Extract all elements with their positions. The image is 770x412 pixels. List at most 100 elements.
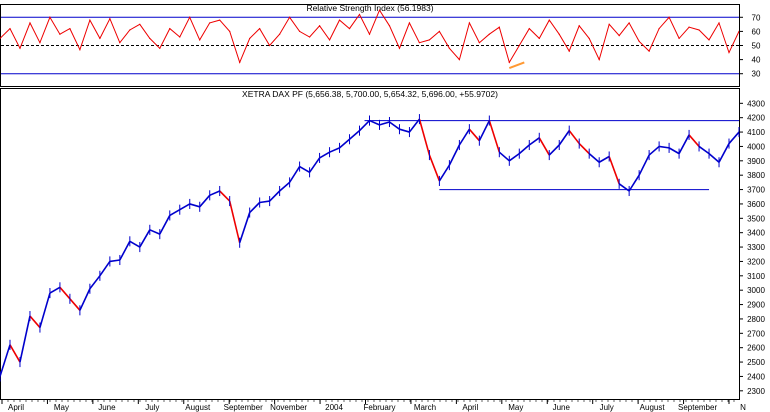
- price-y-tick-label: 2500: [747, 358, 765, 367]
- rsi-point: [269, 44, 271, 47]
- price-y-tick-label: 2400: [747, 372, 765, 381]
- rsi-point: [548, 19, 550, 21]
- price-segment: [518, 144, 530, 155]
- price-segment: [608, 156, 620, 185]
- rsi-point: [149, 37, 151, 40]
- price-segment: [428, 154, 441, 182]
- price-segment: [468, 128, 480, 142]
- price-segment: [259, 200, 270, 204]
- rsi-reference-lines: [1, 16, 739, 75]
- price-segment: [558, 130, 570, 146]
- price-reference-lines: [364, 120, 739, 191]
- rsi-point: [608, 23, 610, 25]
- rsi-point: [358, 13, 361, 16]
- x-tick-label: April: [462, 403, 478, 412]
- x-tick-label: June: [553, 403, 571, 412]
- rsi-point: [328, 39, 331, 41]
- price-y-tick-label: 3500: [747, 214, 765, 223]
- price-segment: [498, 151, 510, 162]
- price-segment: [269, 190, 281, 202]
- price-segment: [658, 145, 670, 149]
- rsi-point: [458, 59, 460, 61]
- rsi-point: [428, 39, 431, 41]
- price-segment: [628, 174, 640, 192]
- rsi-point: [229, 30, 231, 32]
- price-segment: [109, 259, 120, 263]
- rsi-point: [468, 22, 470, 24]
- price-y-tick-label: 4100: [747, 128, 765, 137]
- price-segment: [369, 119, 380, 126]
- rsi-point: [298, 30, 301, 32]
- price-y-tick-label: 2600: [747, 344, 765, 353]
- rsi-point: [438, 30, 441, 32]
- price-segment: [308, 157, 321, 173]
- x-tick-label: July: [145, 403, 159, 412]
- rsi-point: [408, 22, 411, 24]
- price-segment: [548, 144, 560, 156]
- rsi-point: [308, 36, 311, 38]
- rsi-point: [688, 26, 690, 28]
- price-segment: [299, 165, 310, 174]
- price-segment: [508, 152, 520, 162]
- rsi-point: [338, 19, 341, 21]
- rsi-point: [159, 47, 161, 49]
- price-segment: [358, 119, 371, 132]
- price-segment: [79, 288, 91, 311]
- price-segment: [209, 190, 221, 197]
- price-y-tick-label: 3400: [747, 229, 765, 238]
- rsi-y-axis: 30 40 50 60 70: [739, 13, 761, 79]
- price-segment: [389, 121, 400, 130]
- rsi-point: [638, 40, 640, 42]
- x-tick-label: May: [508, 403, 523, 412]
- price-segment: [408, 118, 421, 133]
- rsi-point: [698, 29, 700, 31]
- rsi-point: [398, 47, 401, 49]
- price-y-tick-label: 4200: [747, 114, 765, 123]
- rsi-point: [718, 22, 720, 24]
- price-segment: [288, 166, 301, 183]
- price-segment: [319, 151, 330, 159]
- price-segment: [199, 194, 211, 208]
- rsi-point: [69, 27, 71, 30]
- rsi-point: [99, 37, 101, 40]
- price-segment: [448, 144, 461, 166]
- rsi-highlight-segment: [508, 61, 525, 70]
- rsi-y-tick-label: 50: [752, 42, 761, 51]
- price-segment: [59, 286, 71, 300]
- rsi-point: [568, 50, 570, 52]
- rsi-point: [648, 50, 650, 52]
- x-tick-label: August: [185, 403, 211, 412]
- rsi-point: [598, 59, 600, 61]
- rsi-y-tick-label: 30: [752, 70, 761, 79]
- price-segment: [708, 153, 720, 163]
- price-segment: [159, 215, 171, 235]
- rsi-y-tick-label: 60: [752, 27, 761, 36]
- rsi-point: [668, 16, 670, 18]
- x-tick-label: August: [640, 403, 666, 412]
- rsi-point: [728, 51, 730, 54]
- rsi-y-tick-label: 40: [752, 56, 761, 65]
- rsi-point: [199, 39, 201, 41]
- price-segment: [119, 240, 131, 261]
- rsi-point: [139, 23, 141, 25]
- price-segment: [339, 138, 351, 149]
- rsi-point: [558, 33, 560, 35]
- x-tick-label: June: [98, 403, 116, 412]
- rsi-point: [678, 37, 680, 40]
- x-tick-label: November: [270, 403, 307, 412]
- rsi-point: [39, 42, 41, 44]
- rsi-point: [618, 35, 620, 37]
- rsi-point: [119, 42, 121, 44]
- price-segment: [149, 229, 161, 235]
- rsi-point: [388, 25, 391, 27]
- rsi-point: [448, 47, 450, 49]
- rsi-point: [348, 27, 351, 30]
- rsi-point: [518, 44, 520, 47]
- price-segment: [718, 143, 730, 163]
- price-segment: [458, 128, 471, 146]
- price-segment: [668, 147, 680, 155]
- price-segment: [698, 145, 710, 155]
- rsi-point: [179, 36, 181, 38]
- rsi-point: [478, 42, 480, 44]
